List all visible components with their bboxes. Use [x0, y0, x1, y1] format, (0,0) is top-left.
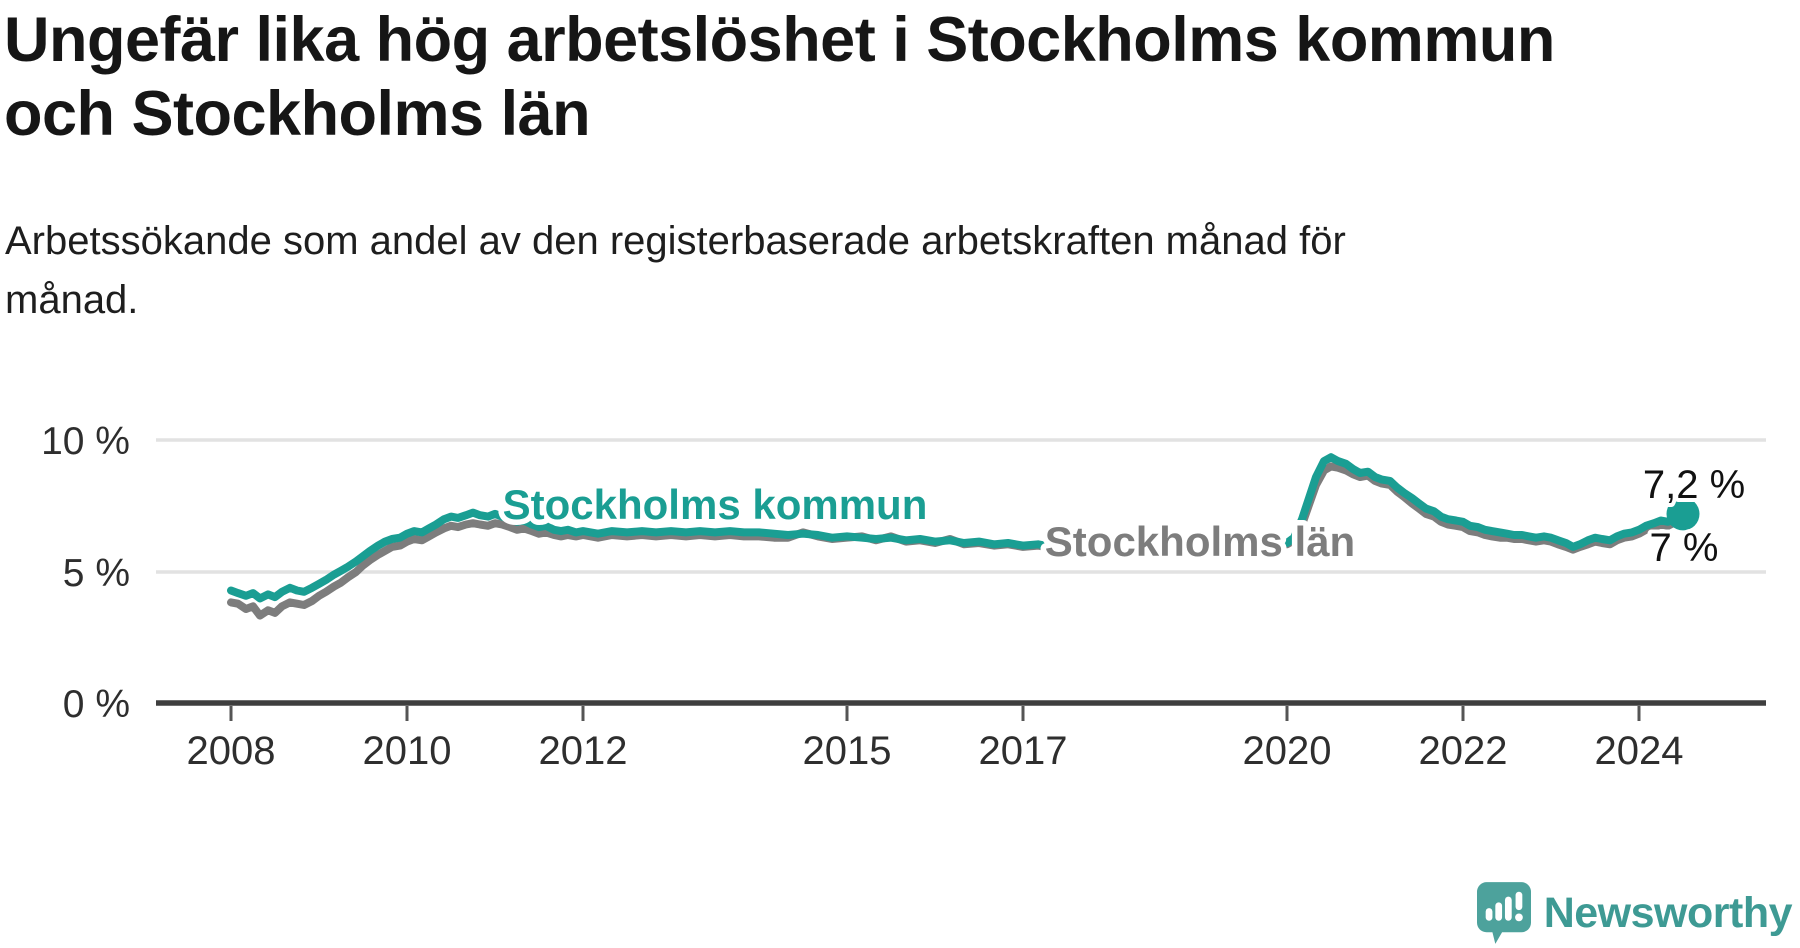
exclamation-bar-icon [1515, 891, 1523, 911]
newsworthy-logo: Newsworthy [1476, 882, 1793, 944]
y-tick-label-0: 0 % [63, 683, 130, 726]
chart-subtitle: Arbetssökande som andel av den registerb… [5, 219, 1346, 323]
page-title: Ungefär lika hög arbetslöshet i Stockhol… [4, 4, 1749, 151]
y-tick-label-10: 10 % [41, 420, 130, 463]
series-label-stockholms-kommun: Stockholms kommun [503, 481, 928, 528]
speech-bubble-shape [1476, 882, 1531, 944]
end-dot-stockholms-kommun [1666, 497, 1700, 531]
series-label-stockholms-l-n: Stockholms län [1045, 518, 1355, 565]
newsworthy-logo-icon [1476, 882, 1531, 944]
page-title-line-2: och Stockholms län [4, 78, 591, 149]
page-title-line-1: Ungefär lika hög arbetslöshet i Stockhol… [4, 5, 1555, 75]
x-tick-label-2012: 2012 [539, 729, 628, 773]
bar-icon-medium [1495, 902, 1502, 921]
bar-icon-small [1485, 908, 1493, 921]
bar-icon-tall [1504, 896, 1512, 921]
x-tick-label-2020: 2020 [1243, 729, 1332, 773]
series-line-stockholms-kommun [227, 453, 1687, 603]
x-tick-label-2022: 2022 [1419, 729, 1508, 773]
y-tick-label-5: 5 % [63, 552, 130, 595]
x-tick-label-2015: 2015 [803, 729, 892, 773]
x-tick-label-2008: 2008 [187, 729, 276, 773]
end-value-label-stockholms-l-n: 7 % [1650, 526, 1719, 570]
x-tick-label-2024: 2024 [1595, 729, 1684, 773]
x-tick-label-2017: 2017 [979, 729, 1068, 773]
newsworthy-logo-text: Newsworthy [1543, 888, 1793, 937]
end-value-label-stockholms-kommun: 7,2 % [1643, 463, 1745, 507]
x-tick-label-2010: 2010 [363, 729, 452, 773]
exclamation-dot-icon [1514, 913, 1523, 922]
